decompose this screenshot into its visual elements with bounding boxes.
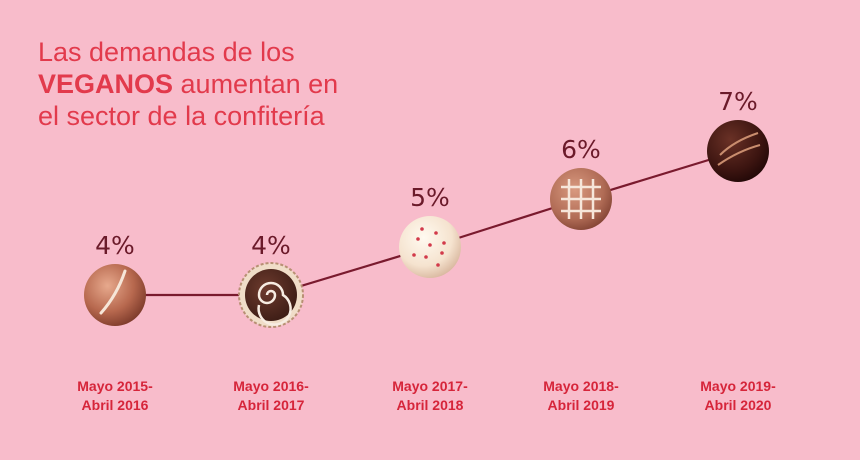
data-point-5 bbox=[707, 120, 769, 182]
value-label: 7% bbox=[718, 87, 758, 116]
category-label-line: Abril 2017 bbox=[238, 397, 305, 413]
data-point-3 bbox=[399, 216, 461, 278]
title-emphasis: VEGANOS bbox=[38, 69, 174, 99]
data-point-2 bbox=[238, 262, 304, 328]
chart-title: Las demandas de los VEGANOS aumentan en … bbox=[38, 36, 338, 132]
data-point-1 bbox=[84, 264, 146, 326]
value-label: 5% bbox=[410, 183, 450, 212]
value-label: 6% bbox=[561, 135, 601, 164]
category-label: Mayo 2016- Abril 2017 bbox=[233, 378, 309, 413]
category-label: Mayo 2019- Abril 2020 bbox=[700, 378, 776, 413]
value-label: 4% bbox=[251, 231, 291, 260]
category-label: Mayo 2018- Abril 2019 bbox=[543, 378, 619, 413]
title-line-2-rest: aumentan en bbox=[173, 69, 339, 99]
category-label-line: Abril 2020 bbox=[705, 397, 772, 413]
category-label-line: Abril 2018 bbox=[397, 397, 464, 413]
category-label: Mayo 2015- Abril 2016 bbox=[77, 378, 153, 413]
category-label-line: Mayo 2015- bbox=[77, 378, 153, 394]
category-label-line: Mayo 2017- bbox=[392, 378, 468, 394]
category-label-line: Mayo 2018- bbox=[543, 378, 619, 394]
value-label: 4% bbox=[95, 231, 135, 260]
category-label-line: Abril 2019 bbox=[548, 397, 615, 413]
category-label: Mayo 2017- Abril 2018 bbox=[392, 378, 468, 413]
title-line-2: VEGANOS aumentan en bbox=[38, 68, 338, 100]
title-line-1: Las demandas de los bbox=[38, 37, 295, 67]
category-label-line: Mayo 2016- bbox=[233, 378, 309, 394]
data-point-4 bbox=[550, 168, 612, 230]
category-label-line: Abril 2016 bbox=[82, 397, 149, 413]
category-label-line: Mayo 2019- bbox=[700, 378, 776, 394]
title-line-3: el sector de la confitería bbox=[38, 101, 325, 131]
